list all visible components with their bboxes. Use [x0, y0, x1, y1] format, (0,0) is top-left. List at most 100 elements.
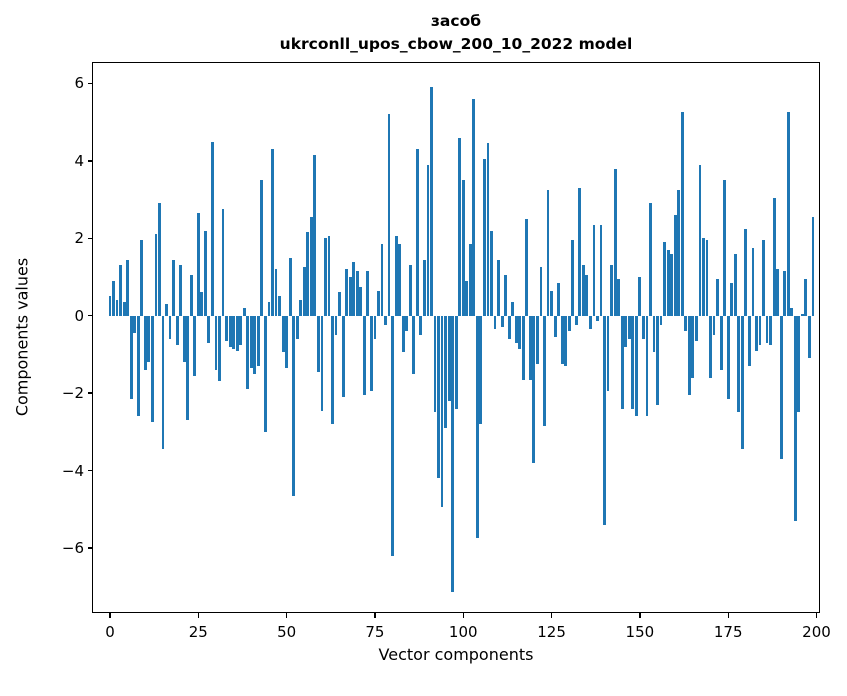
bar-12 [150, 315, 154, 423]
bar-22 [186, 315, 190, 421]
bar-122 [539, 267, 543, 316]
bar-150 [638, 276, 642, 316]
x-tick-mark-50 [285, 613, 288, 618]
bar-130 [567, 315, 571, 332]
bar-180 [744, 228, 748, 316]
bar-7 [133, 315, 137, 334]
bar-126 [553, 315, 557, 337]
bar-141 [606, 315, 610, 392]
bar-94 [440, 315, 444, 508]
bar-132 [574, 315, 578, 326]
bar-195 [797, 315, 801, 413]
bar-179 [740, 315, 744, 450]
y-tick-label-2: 2 [74, 229, 84, 248]
bar-103 [472, 98, 476, 316]
y-tick-mark-4 [87, 160, 92, 162]
y-tick-mark-0 [87, 315, 92, 317]
bar-45 [267, 302, 271, 316]
bar-71 [359, 286, 363, 316]
bar-26 [200, 292, 204, 316]
bar-194 [793, 315, 797, 521]
bar-171 [712, 315, 716, 336]
bar-46 [271, 149, 274, 316]
bar-27 [203, 230, 207, 316]
bar-115 [514, 315, 518, 343]
bar-93 [437, 315, 440, 479]
x-tick-mark-25 [197, 613, 199, 618]
y-tick-mark-2 [87, 237, 92, 239]
bar-128 [560, 315, 564, 365]
y-tick-mark-−2 [87, 392, 92, 394]
bar-109 [493, 315, 497, 330]
bar-24 [193, 315, 197, 376]
bar-54 [299, 300, 303, 316]
bar-58 [313, 155, 317, 316]
bar-129 [564, 315, 568, 366]
bar-162 [680, 112, 684, 316]
bar-113 [507, 315, 511, 339]
bar-53 [295, 315, 299, 339]
bar-144 [617, 278, 621, 316]
bar-199 [811, 216, 815, 316]
bar-167 [698, 164, 702, 316]
bar-117 [521, 315, 525, 380]
bar-131 [571, 240, 575, 316]
x-tick-label-125: 125 [537, 623, 566, 641]
bar-50 [285, 315, 289, 368]
bar-136 [589, 315, 592, 330]
plot-area [92, 62, 820, 613]
bar-107 [486, 143, 490, 316]
bar-13 [154, 234, 158, 316]
bar-75 [373, 315, 377, 339]
bar-124 [546, 189, 550, 316]
bar-152 [645, 315, 649, 417]
bar-77 [380, 244, 384, 316]
bar-61 [324, 238, 327, 316]
bar-15 [161, 315, 165, 450]
bar-165 [691, 315, 695, 378]
bar-192 [786, 112, 790, 316]
bar-172 [716, 278, 719, 316]
bar-135 [585, 275, 589, 316]
bar-29 [211, 141, 214, 316]
bar-36 [235, 315, 239, 351]
bar-86 [412, 315, 416, 374]
bar-1 [112, 280, 115, 316]
bar-197 [804, 278, 808, 316]
bar-121 [536, 315, 539, 365]
bar-184 [758, 315, 762, 345]
bar-79 [387, 114, 391, 316]
bar-193 [790, 307, 794, 316]
x-tick-mark-125 [550, 613, 553, 618]
bar-20 [179, 265, 183, 316]
x-tick-mark-75 [374, 613, 376, 618]
bar-88 [419, 315, 423, 336]
bar-48 [278, 296, 281, 316]
bar-119 [528, 315, 532, 380]
y-tick-label-−6: −6 [61, 538, 84, 557]
bar-149 [634, 315, 638, 417]
bar-41 [253, 315, 257, 374]
bar-177 [733, 253, 737, 316]
bar-153 [649, 203, 652, 316]
bar-142 [610, 265, 614, 316]
bar-145 [620, 315, 624, 409]
bar-101 [465, 280, 469, 316]
x-tick-label-25: 25 [188, 623, 208, 641]
bar-16 [165, 304, 168, 316]
bar-92 [433, 315, 437, 413]
bar-74 [369, 315, 373, 392]
bar-34 [228, 315, 232, 347]
bar-164 [687, 315, 691, 396]
bar-158 [666, 249, 670, 316]
bar-51 [288, 257, 292, 316]
bar-0 [108, 296, 112, 316]
bar-89 [422, 259, 426, 316]
bar-191 [783, 271, 787, 316]
y-tick-mark-−4 [87, 469, 92, 472]
bar-9 [140, 240, 144, 316]
bar-18 [172, 259, 175, 316]
x-tick-label-0: 0 [105, 623, 115, 641]
bar-143 [613, 168, 617, 316]
